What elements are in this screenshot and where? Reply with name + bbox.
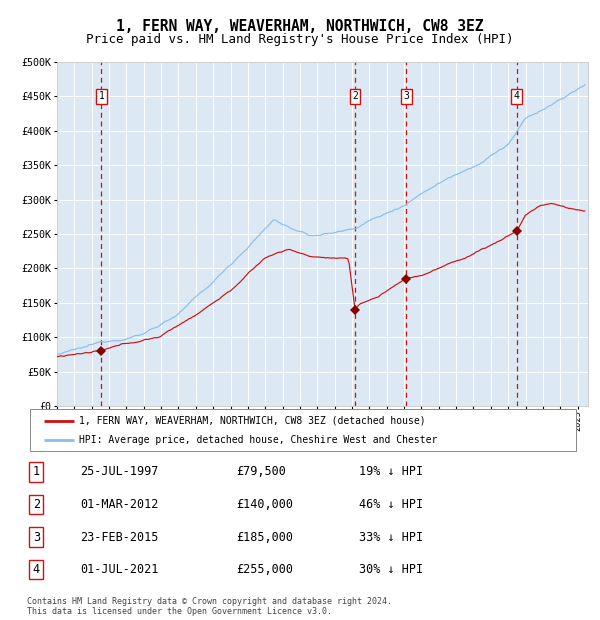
Text: 2: 2: [352, 91, 358, 102]
Text: 19% ↓ HPI: 19% ↓ HPI: [359, 466, 423, 479]
Text: 1: 1: [98, 91, 104, 102]
Text: £255,000: £255,000: [236, 563, 293, 576]
Text: Price paid vs. HM Land Registry's House Price Index (HPI): Price paid vs. HM Land Registry's House …: [86, 33, 514, 46]
Text: 3: 3: [404, 91, 409, 102]
FancyBboxPatch shape: [30, 409, 576, 451]
Text: 1, FERN WAY, WEAVERHAM, NORTHWICH, CW8 3EZ (detached house): 1, FERN WAY, WEAVERHAM, NORTHWICH, CW8 3…: [79, 415, 426, 425]
Text: 01-MAR-2012: 01-MAR-2012: [80, 498, 158, 511]
Text: 01-JUL-2021: 01-JUL-2021: [80, 563, 158, 576]
Text: 25-JUL-1997: 25-JUL-1997: [80, 466, 158, 479]
Text: 4: 4: [514, 91, 520, 102]
Text: 3: 3: [33, 531, 40, 544]
Text: 33% ↓ HPI: 33% ↓ HPI: [359, 531, 423, 544]
Text: HPI: Average price, detached house, Cheshire West and Chester: HPI: Average price, detached house, Ches…: [79, 435, 437, 445]
Text: 30% ↓ HPI: 30% ↓ HPI: [359, 563, 423, 576]
Text: 1: 1: [33, 466, 40, 479]
Text: 1, FERN WAY, WEAVERHAM, NORTHWICH, CW8 3EZ: 1, FERN WAY, WEAVERHAM, NORTHWICH, CW8 3…: [116, 19, 484, 34]
Text: £79,500: £79,500: [236, 466, 286, 479]
Text: 2: 2: [33, 498, 40, 511]
Text: 4: 4: [33, 563, 40, 576]
Text: 23-FEB-2015: 23-FEB-2015: [80, 531, 158, 544]
Text: Contains HM Land Registry data © Crown copyright and database right 2024.
This d: Contains HM Land Registry data © Crown c…: [27, 596, 392, 616]
Text: £140,000: £140,000: [236, 498, 293, 511]
Text: 46% ↓ HPI: 46% ↓ HPI: [359, 498, 423, 511]
Text: £185,000: £185,000: [236, 531, 293, 544]
